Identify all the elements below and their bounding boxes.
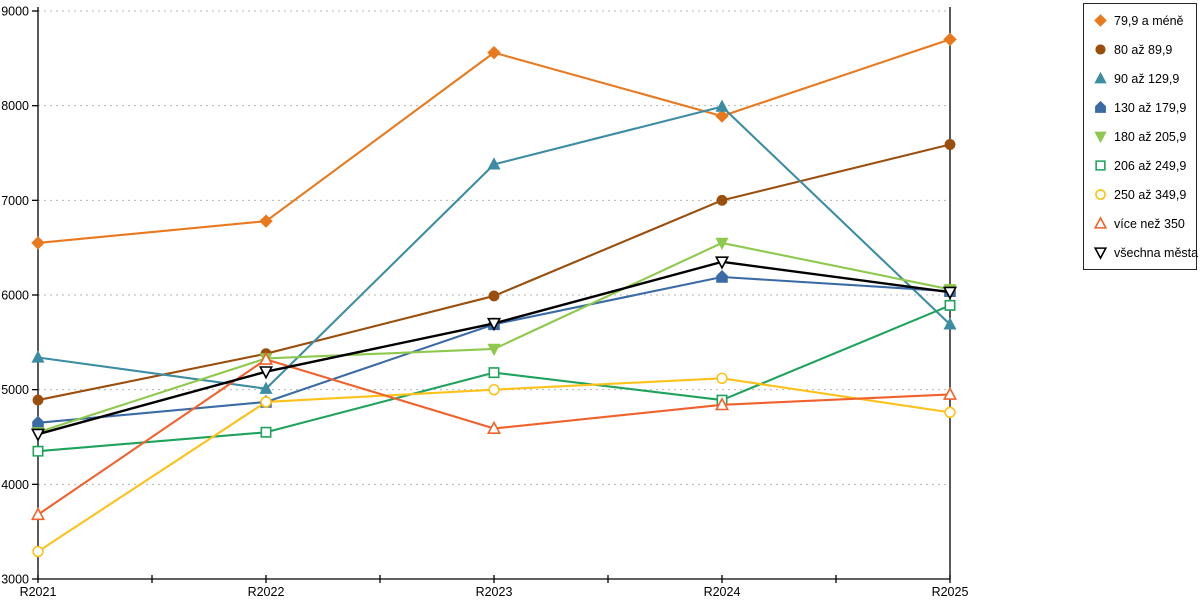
data-point [258,351,274,365]
y-axis-label-4000: 4000 [1,478,29,492]
data-point [260,396,272,408]
data-point [487,157,501,170]
legend-marker-icon [1095,160,1106,171]
data-point [942,386,958,400]
series-markers-0 [31,32,957,250]
legend-item-label: 80 až 89,9 [1114,42,1173,57]
data-point [31,236,45,250]
data-point [714,397,730,411]
data-point [488,383,500,396]
x-axis-label-R2024: R2024 [704,585,741,599]
legend-item-6: 250 až 349,9 [1093,187,1196,202]
legend-item-7: více než 350 [1093,216,1196,231]
data-point [486,420,502,434]
x-axis-label-R2021: R2021 [20,585,57,599]
legend-marker-icon [1095,100,1106,113]
y-axis-label-6000: 6000 [1,289,29,303]
series-markers-2 [31,99,957,394]
legend-item-label: 206 až 249,9 [1114,158,1187,173]
legend-item-label: 250 až 349,9 [1114,187,1187,202]
data-point [30,506,46,521]
legend-marker-icon [1094,131,1107,144]
legend-item-5: 206 až 249,9 [1093,158,1196,173]
data-point [31,350,45,363]
series-markers-4 [31,237,957,440]
data-point [944,299,956,311]
data-point [943,317,957,330]
legend-item-label: 90 až 129,9 [1114,71,1180,86]
x-axis-label-R2022: R2022 [248,585,285,599]
y-axis-label-7000: 7000 [1,194,29,208]
data-point [32,445,44,457]
legend-marker-icon [1095,189,1106,200]
data-point [259,214,273,228]
series-markers-1 [32,139,956,406]
legend-item-1: 80 až 89,9 [1093,42,1196,57]
data-point [32,394,44,406]
legend-marker-icon [1093,216,1108,229]
data-point [258,366,274,380]
legend-item-label: všechna města [1114,245,1199,260]
legend-item-label: 79,9 a méně [1114,13,1184,28]
y-axis-label-9000: 9000 [1,5,29,19]
data-point [944,139,956,150]
legend-marker-icon [1094,14,1107,27]
x-axis-label-R2025: R2025 [932,585,969,599]
legend-marker-icon [1093,247,1108,260]
legend-item-label: více než 350 [1114,216,1185,231]
legend-marker-icon [1094,71,1107,84]
data-point [944,406,956,419]
data-point [30,428,46,442]
legend-item-3: 130 až 179,9 [1093,100,1196,115]
series-markers-6 [32,372,956,558]
data-point [716,372,728,385]
series-line-4 [37,241,951,434]
data-point [487,343,501,357]
series-line-0 [37,38,951,244]
legend-item-label: 130 až 179,9 [1114,100,1187,115]
x-axis-label-R2023: R2023 [476,585,513,599]
data-point [487,45,501,60]
data-point [488,290,500,302]
data-point [943,32,957,47]
legend-item-label: 180 až 205,9 [1114,129,1187,144]
data-point [32,415,44,429]
legend-item-4: 180 až 205,9 [1093,129,1196,144]
data-point [259,381,273,394]
data-point [488,367,500,379]
series-line-7 [37,358,951,516]
data-point [714,256,730,270]
legend-marker-icon [1095,44,1106,55]
data-point [32,545,44,558]
data-point [715,109,729,123]
y-axis-label-5000: 5000 [1,383,29,397]
data-point [715,237,729,250]
series-line-6 [37,377,951,553]
data-point [942,286,958,300]
legend: 79,9 a méně 80 až 89,9 90 až 129,9 130 až 1… [1083,3,1199,270]
y-axis-label-8000: 8000 [1,99,29,113]
y-axis-label-3000: 3000 [1,573,29,587]
legend-item-0: 79,9 a méně [1093,13,1196,28]
data-point [486,317,502,332]
data-point [716,194,728,206]
legend-item-8: všechna města [1093,245,1199,260]
series-markers-7 [30,351,958,521]
data-point [260,426,272,438]
data-point [715,99,729,112]
legend-item-2: 90 až 129,9 [1093,71,1196,86]
series-markers-8 [30,256,958,442]
data-point [716,270,728,283]
